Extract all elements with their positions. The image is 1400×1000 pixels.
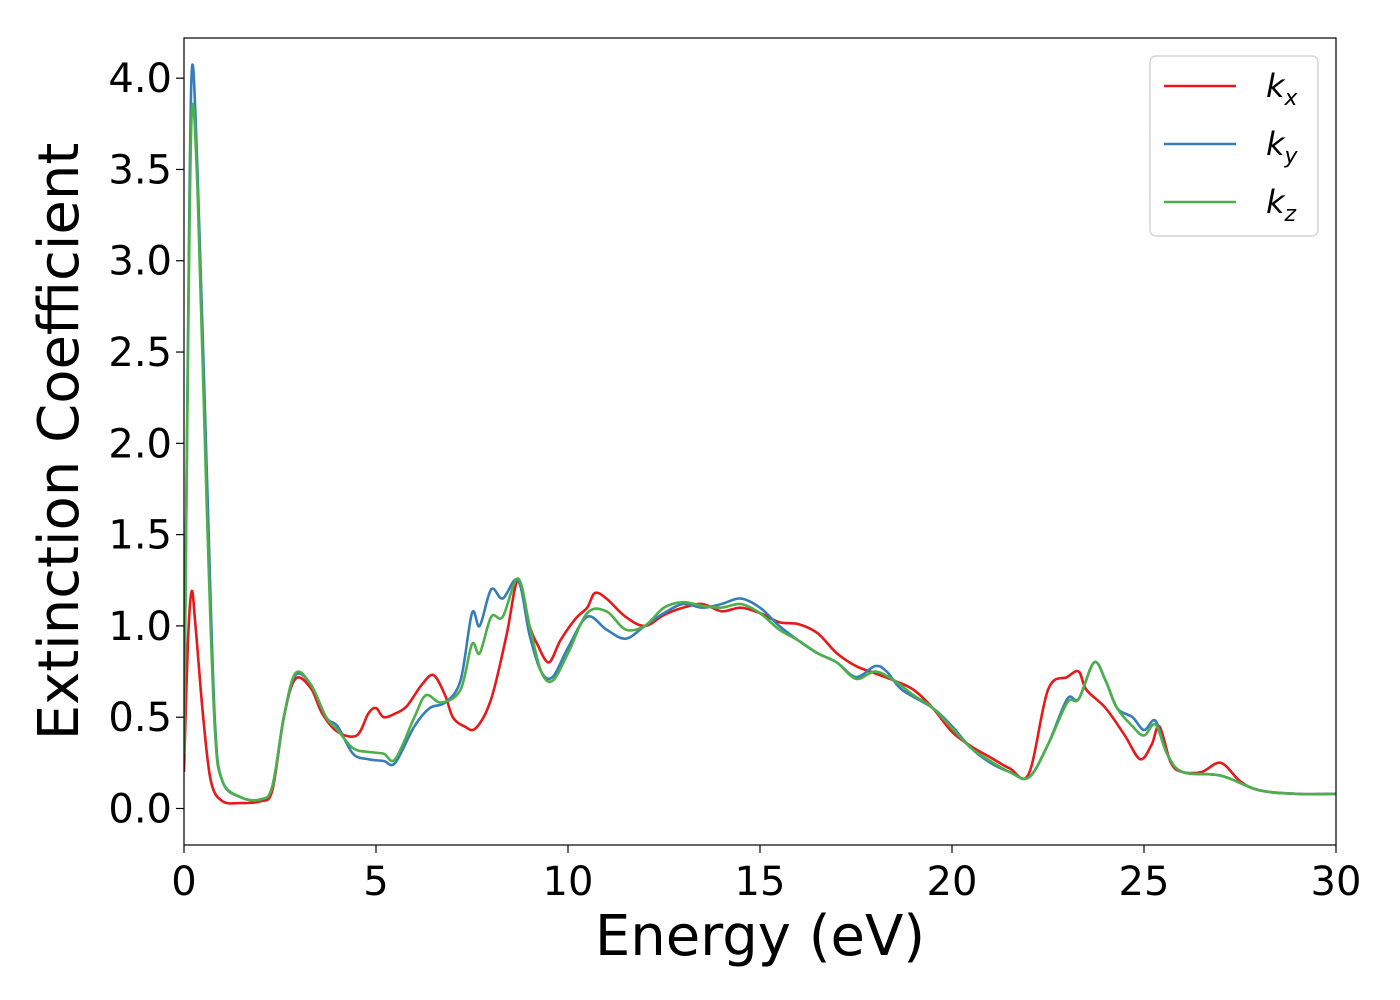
x-tick-label: 15 xyxy=(735,859,786,905)
y-tick-label: 3.0 xyxy=(108,239,172,285)
x-tick-label: 5 xyxy=(363,859,388,905)
x-tick-label: 25 xyxy=(1119,859,1170,905)
y-tick-label: 0.0 xyxy=(108,786,172,832)
x-tick-label: 20 xyxy=(927,859,978,905)
series-line-kx xyxy=(184,578,1336,805)
legend-label-ky: ky xyxy=(1266,125,1299,169)
series-layer xyxy=(184,63,1336,805)
y-tick-label: 2.5 xyxy=(108,330,172,376)
y-axis-title: Extinction Coefficient xyxy=(27,143,92,741)
y-tick-label: 1.5 xyxy=(108,513,172,559)
legend-box xyxy=(1149,55,1319,237)
y-tick-label: 2.0 xyxy=(108,421,172,467)
y-tick-label: 4.0 xyxy=(108,56,172,102)
ticks-layer: 0 5 10 15 20 25 30 0.0 0.5 1.0 1.5 2.0 2.5 3.0 3.5 4.0 xyxy=(108,56,1361,905)
y-tick-label: 1.0 xyxy=(108,604,172,650)
y-tick-label: 3.5 xyxy=(108,147,172,193)
y-tick-label: 0.5 xyxy=(108,695,172,741)
x-axis-title: Energy (eV) xyxy=(595,904,925,969)
x-tick-label: 0 xyxy=(171,859,196,905)
x-tick-label: 10 xyxy=(543,859,594,905)
x-tick-label: 30 xyxy=(1311,859,1362,905)
series-line-kz xyxy=(184,102,1336,802)
